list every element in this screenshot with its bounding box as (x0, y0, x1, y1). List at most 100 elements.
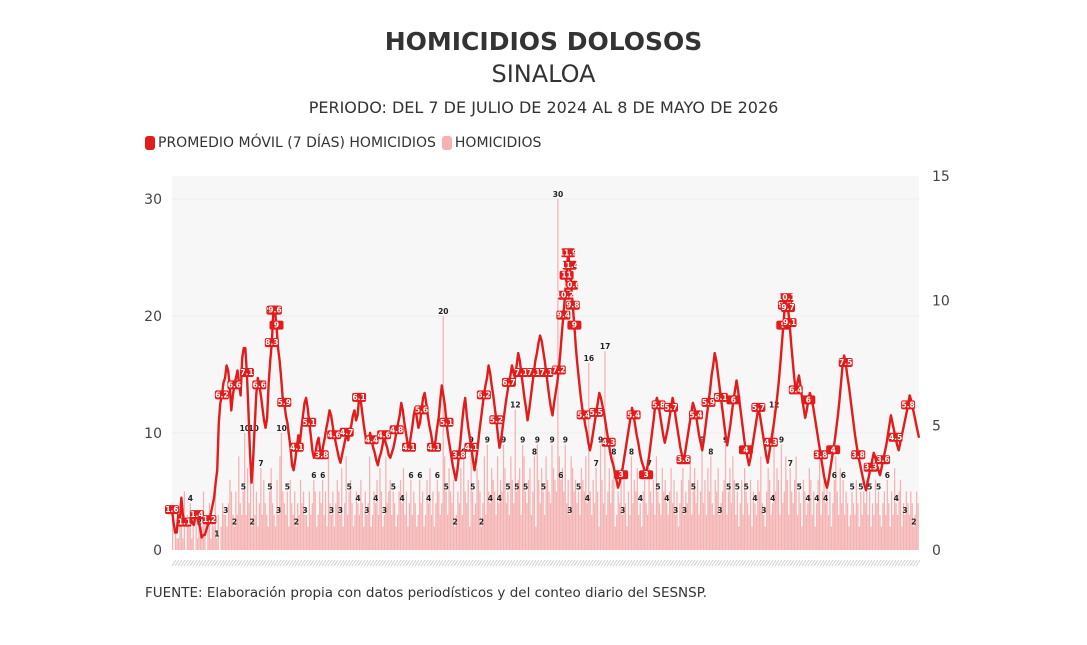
bar (336, 479, 338, 550)
bar (901, 526, 903, 550)
line-value-label: 9.4 (557, 311, 570, 320)
bar (294, 491, 296, 550)
bar (249, 479, 252, 550)
line-value-label: 3.8 (852, 450, 865, 459)
bar (552, 468, 555, 550)
bar (816, 503, 818, 550)
bar (657, 491, 659, 550)
bar (454, 526, 456, 550)
bar-value-label: 5 (444, 483, 449, 492)
x-axis-tick (516, 559, 522, 567)
bar (222, 503, 224, 550)
bar-value-label: 5 (744, 483, 749, 492)
bar (477, 479, 480, 550)
bar (473, 514, 475, 550)
bar (577, 491, 580, 550)
x-axis-tick (840, 559, 846, 567)
bar (539, 503, 541, 550)
line-value-label: 1.4 (190, 510, 203, 519)
bar-value-label: 5 (541, 483, 546, 492)
line-value-label: 6.1 (714, 393, 727, 402)
bar (411, 514, 413, 550)
x-axis-tick (852, 559, 858, 567)
bar (855, 479, 858, 550)
bar (223, 514, 225, 550)
bar (726, 514, 728, 550)
bar-value-label: 3 (329, 506, 334, 515)
bar (758, 491, 760, 550)
x-axis-tick (366, 559, 372, 567)
line-label-box (664, 402, 678, 412)
x-axis-tick (447, 559, 453, 567)
bar (236, 514, 238, 550)
x-axis-tick (342, 559, 348, 567)
bar (216, 538, 218, 550)
line-label-box (561, 248, 576, 258)
bar (827, 514, 830, 550)
x-axis-tick (282, 559, 288, 567)
x-axis-tick (501, 559, 507, 567)
x-axis-tick (879, 559, 885, 567)
bar (538, 479, 540, 550)
bar (830, 526, 833, 550)
bar (688, 479, 690, 550)
x-axis-tick (312, 559, 318, 567)
bar (739, 503, 741, 550)
line-value-label: 5.4 (689, 410, 702, 419)
line-label-box (489, 415, 504, 425)
bar (532, 491, 534, 550)
bar (354, 514, 356, 550)
bar (182, 538, 184, 550)
bar-value-label: 2 (294, 518, 299, 527)
bar-value-label: 3 (717, 506, 722, 515)
bar (710, 456, 712, 550)
bar (319, 491, 321, 550)
bar (507, 491, 509, 550)
bar (838, 514, 840, 550)
line-value-label: 5.1 (303, 418, 316, 427)
bar-value-label: 3 (761, 506, 766, 515)
bar (904, 514, 906, 550)
bar-value-label: 5 (505, 483, 510, 492)
x-axis-tick (732, 559, 738, 567)
x-axis-tick (846, 559, 852, 567)
bar (176, 538, 178, 550)
bar (813, 491, 815, 550)
bar-value-label: 6 (558, 471, 563, 480)
x-axis-tick (396, 559, 402, 567)
x-axis-tick (378, 559, 384, 567)
bar (851, 491, 853, 550)
y-right-tick-label: 0 (932, 543, 941, 559)
bar (330, 514, 333, 550)
x-axis-tick (549, 559, 555, 567)
x-axis-tick (417, 559, 423, 567)
bar (760, 456, 762, 550)
x-axis-tick (756, 559, 762, 567)
x-axis-tick (885, 559, 891, 567)
bar (608, 468, 610, 550)
bar (646, 514, 649, 550)
bar (805, 514, 808, 550)
bar (846, 503, 849, 550)
x-axis-tick (702, 559, 708, 567)
bar (211, 514, 213, 550)
bar (676, 491, 678, 550)
bar (480, 526, 483, 550)
x-axis-tick (510, 559, 516, 567)
bar (885, 514, 887, 550)
bar (516, 491, 518, 550)
x-axis-tick (450, 559, 456, 567)
line-label-box (676, 455, 691, 465)
bar (346, 514, 349, 550)
x-axis-tick (789, 559, 795, 567)
x-axis-tick (708, 559, 714, 567)
line-value-label: 5.8 (901, 400, 914, 409)
x-axis-tick (429, 559, 435, 567)
line-label-box (888, 432, 903, 442)
bar-value-label: 5 (858, 483, 863, 492)
bar (474, 503, 477, 550)
bar (245, 514, 247, 550)
bar (704, 479, 706, 550)
x-axis-tick (546, 559, 552, 567)
line-label-box (589, 407, 604, 417)
